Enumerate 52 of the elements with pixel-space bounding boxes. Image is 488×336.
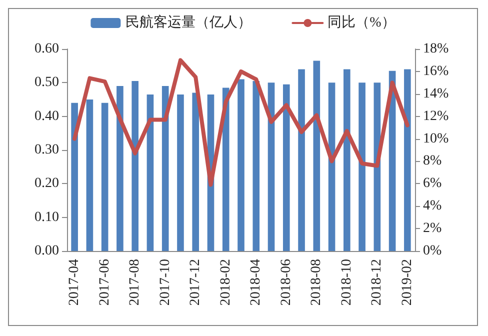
bar: [132, 80, 138, 251]
x-tick-label: 2017-04: [67, 259, 82, 306]
x-tick-label: 2018-02: [218, 259, 234, 306]
bar: [177, 94, 184, 251]
bar: [238, 79, 244, 251]
bar: [268, 82, 275, 251]
bar: [86, 100, 94, 251]
bar: [282, 84, 290, 251]
bar: [222, 88, 230, 251]
bar: [298, 69, 305, 251]
x-tick-label: 2018-08: [309, 259, 324, 306]
bar: [146, 94, 154, 251]
bar: [344, 69, 350, 251]
bar: [404, 69, 411, 251]
x-tick-label: 2017-12: [188, 259, 204, 306]
y2-tick-label: 8%: [423, 154, 442, 169]
legend-label: 同比（%）: [328, 14, 396, 30]
bar: [358, 82, 366, 251]
y2-tick-label: 14%: [423, 86, 449, 102]
y2-tick-label: 0%: [423, 244, 442, 258]
y2-tick-label: 10%: [423, 131, 449, 146]
bar: [192, 92, 200, 251]
legend-label: 民航客运量（亿人）: [126, 14, 252, 30]
y2-tick-label: 12%: [423, 108, 449, 124]
x-tick-label: 2018-04: [248, 259, 264, 306]
y2-tick-label: 4%: [423, 198, 442, 214]
y2-tick-label: 16%: [423, 64, 449, 79]
x-tick-label: 2017-08: [128, 259, 143, 306]
x-tick-label: 2018-12: [370, 259, 385, 306]
y-tick-label: 0.10: [34, 210, 59, 225]
bar: [328, 82, 336, 251]
y-tick-label: 0.00: [34, 244, 59, 258]
bar: [116, 86, 124, 251]
x-tick-label: 2018-10: [339, 259, 354, 306]
x-tick-label: 2019-02: [400, 259, 415, 306]
y2-tick-label: 6%: [423, 176, 442, 192]
bar: [101, 102, 108, 251]
x-tick-label: 2018-06: [278, 259, 294, 306]
y-tick-label: 0.60: [34, 42, 59, 56]
y-tick-label: 0.50: [34, 75, 59, 90]
y-tick-label: 0.40: [34, 108, 59, 124]
bar: [71, 102, 78, 251]
y2-tick-label: 2%: [423, 221, 442, 236]
line-series: [72, 58, 410, 187]
x-tick-label: 2017-10: [158, 259, 173, 306]
bar: [252, 80, 260, 251]
y-tick-label: 0.30: [34, 142, 59, 158]
bar: [313, 60, 320, 251]
y-tick-label: 0.20: [34, 176, 59, 192]
bar: [162, 86, 169, 251]
x-tick-label: 2017-06: [97, 259, 112, 306]
y2-tick-label: 18%: [423, 42, 449, 56]
